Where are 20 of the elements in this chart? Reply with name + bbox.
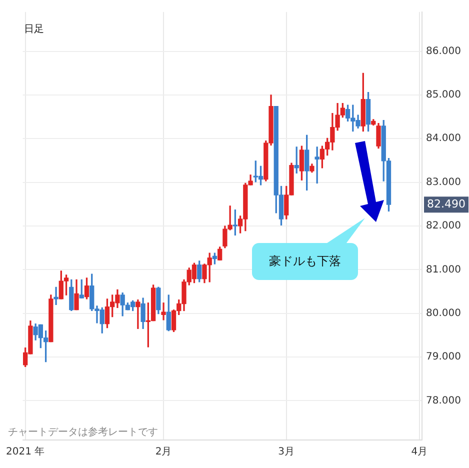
x-tick-label: 2021 年 bbox=[6, 446, 45, 458]
candlestick bbox=[161, 302, 166, 320]
y-tick-label: 79.000 bbox=[426, 352, 462, 363]
annotation: チャートデータは参考レートです bbox=[8, 426, 158, 439]
candlestick bbox=[136, 299, 140, 329]
text: 日足 bbox=[24, 23, 44, 36]
x-tick-label: 2月 bbox=[155, 446, 172, 458]
annotation: 豪ドルも下落 bbox=[252, 243, 358, 280]
y-tick-label: 81.000 bbox=[426, 264, 462, 276]
y-tick-label: 86.000 bbox=[426, 46, 462, 57]
y-tick-label: 84.000 bbox=[426, 133, 462, 144]
x-tick-label: 3月 bbox=[278, 446, 295, 458]
candlestick bbox=[54, 286, 58, 305]
y-tick-label: 78.000 bbox=[426, 395, 462, 406]
y-tick-label: 82.000 bbox=[426, 220, 462, 232]
y-tick-label: 80.000 bbox=[426, 308, 462, 319]
y-tick-label: 83.000 bbox=[426, 176, 462, 188]
x-tick-label: 4月 bbox=[411, 446, 428, 458]
y-tick-label: 85.000 bbox=[426, 90, 462, 101]
text: 82.490 bbox=[427, 197, 466, 210]
